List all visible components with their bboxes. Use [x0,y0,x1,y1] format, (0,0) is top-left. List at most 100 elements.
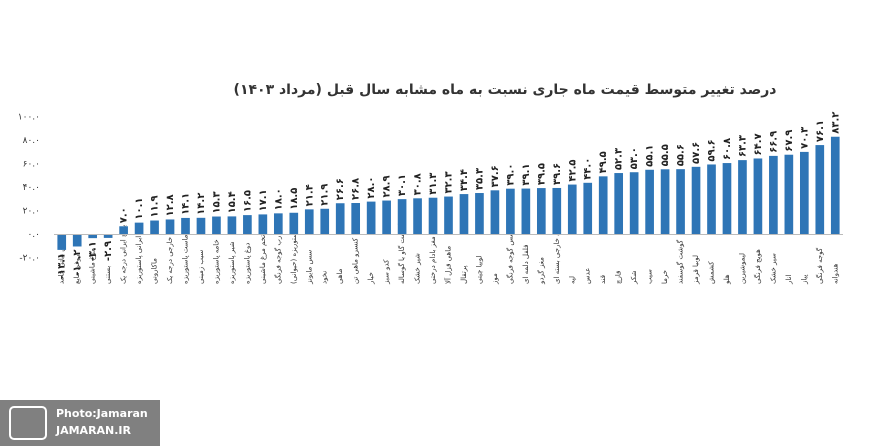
watermark: Photo:Jamaran JAMARAN.IR [0,400,160,446]
x-tick-label: انار [785,275,793,285]
bar [784,154,794,235]
watermark-text: Photo:Jamaran [56,407,148,420]
x-tick-label: گوشت گوسفند [676,239,685,284]
value-label: ۲۶.۸ [351,178,362,200]
bar [799,151,809,235]
value-label: ۱۵.۴ [227,191,238,213]
bar [691,166,701,235]
value-label: ۱۰.۱ [134,198,145,220]
value-label: ۳۹.۵ [536,163,547,185]
value-label: ۳۴.۴ [459,169,470,191]
value-label: ۵۹.۶ [707,139,718,161]
bar [227,216,237,235]
value-label: -۲.۹ [103,241,114,261]
x-tick-label: پرتقال [460,265,468,284]
x-tick-label: شیر پاستوریزه [228,241,236,284]
x-tick-label: رب گوجه فرنگی [273,236,282,284]
x-tick-label: فلفل دلمه ای [522,245,530,284]
x-tick-label: ماهی [336,268,344,284]
bar [629,172,639,235]
x-tick-label: ماهی قزل آلا [444,246,453,284]
value-label: ۵۵.۵ [660,144,671,166]
x-tick-label: ماکارونی [151,258,159,284]
value-label: ۶۷.۹ [784,130,795,152]
x-tick-label: مرغ ماشینی [89,248,97,284]
bar [150,220,159,235]
bar [196,217,206,235]
value-label: ۳۰.۸ [413,173,424,195]
x-tick-label: نخود [321,271,329,284]
bar [815,145,825,235]
x-tick-label: برنج خارجی درجه یک [166,222,174,284]
x-tick-label: دوغ پاستوریزه [243,243,251,284]
bar [536,188,546,235]
y-tick-label: -۲۰.۰ [19,254,40,264]
x-tick-label: ماست پاستوریزه [182,234,190,284]
bar [676,169,685,235]
watermark-logo [9,406,47,440]
bar [351,203,361,235]
x-tick-label: شکر [630,270,638,285]
bar [289,212,299,235]
bar [304,209,314,235]
value-label: ۸۳.۲ [830,112,841,134]
x-tick-label: بستنی [104,266,112,284]
bar [243,215,252,235]
bar [583,182,593,235]
x-tick-label: پنیر ایرانی پاستوریزه [135,223,143,284]
y-tick-label: ۴۰.۰ [23,183,40,193]
x-tick-label: مغز بادام درختی [429,236,437,284]
bar [753,158,763,235]
y-tick-label: ۶۰.۰ [23,160,40,170]
bar [614,173,624,235]
y-tick-label: ۱۰۰.۰ [18,113,40,123]
bar [103,234,113,238]
x-tick-label: موز [491,273,499,285]
value-label: ۳۲.۳ [444,171,455,193]
chart-title: درصد تغییر متوسط قیمت ماه جاری نسبت به م… [234,82,777,98]
value-label: ۷.۰ [119,207,130,223]
x-tick-label: عدس [584,268,592,284]
value-label: ۵۳.۰ [629,147,640,169]
bar [397,199,407,235]
bar [645,169,654,235]
x-tick-label: سس گوجه فرنگی [505,231,514,284]
bar [722,163,732,235]
x-tick-label: هندوانه [831,263,839,284]
bar [552,187,562,235]
bar [506,188,515,235]
bar [181,217,190,235]
value-label: ۲۸.۰ [366,176,377,198]
bar [134,222,144,235]
x-tick-label: چای خارجی بسته ای [553,224,561,284]
bar [521,188,531,235]
x-tick-label: کنسرو ماهی تن [352,237,360,284]
value-label: ۴۲.۵ [567,159,578,181]
x-tick-label: هلو [723,274,731,285]
value-label: ۱۵.۳ [211,191,222,213]
value-label: ۶۴.۷ [753,133,764,155]
value-label: ۵۲.۳ [614,148,625,170]
y-tick-label: ۲۰.۰ [23,207,40,217]
value-label: ۵۵.۶ [676,144,687,166]
bar [830,136,840,235]
y-tick-label: ۰.۰ [27,230,40,240]
bar [258,214,268,235]
bar [428,197,438,235]
x-tick-label: سیب [646,269,654,284]
bar [444,196,453,235]
value-label: ۱۴.۱ [181,193,192,215]
bar [598,176,608,235]
x-tick-label: لپه [568,276,576,284]
watermark-text: JAMARAN.IR [55,424,132,437]
value-label: ۳۰.۱ [397,174,408,196]
x-tick-label: هویج فرنگی [753,249,762,284]
x-tick-label: گوجه فرنگی [815,247,824,284]
bar [660,169,670,235]
value-label: ۱۱.۹ [150,195,161,217]
bar [119,226,128,235]
value-label: ۲۸.۹ [382,175,393,197]
bar [567,184,577,235]
x-tick-label: خیار [367,272,375,285]
